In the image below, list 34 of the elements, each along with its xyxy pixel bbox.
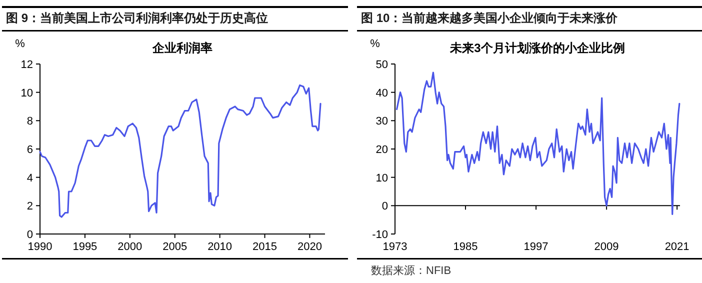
y-tick-label: 10 [20, 87, 33, 100]
x-tick-label: 2020 [297, 241, 322, 253]
x-tick-label: 2010 [208, 241, 232, 253]
y-tick-label: 8 [26, 116, 33, 128]
chart-subtitle: 未来3个月计划涨价的小企业比例 [449, 41, 625, 55]
x-tick-label: 2009 [594, 241, 619, 253]
x-tick-label: 1985 [453, 241, 478, 253]
x-tick-label: 1990 [28, 241, 52, 253]
y-axis-title: % [15, 38, 26, 50]
line-series [39, 84, 322, 218]
y-tick-label: -10 [372, 229, 388, 241]
chart-title: 图 10：当前越来越多美国小企业倾向于未来涨价 [361, 11, 619, 25]
y-tick-label: 0 [26, 229, 33, 241]
source-note: 数据来源：NFIB [371, 264, 452, 277]
x-tick-label: 1995 [72, 241, 98, 253]
y-tick-label: 30 [376, 116, 388, 128]
y-tick-label: 10 [376, 172, 388, 184]
x-tick-label: 1973 [382, 241, 408, 253]
y-tick-label: 2 [26, 200, 33, 213]
x-tick-label: 2015 [252, 241, 278, 253]
y-tick-label: 12 [20, 59, 33, 71]
x-tick-label: 2000 [118, 241, 142, 253]
y-tick-label: 20 [376, 144, 388, 156]
x-tick-label: 2005 [162, 241, 188, 253]
y-tick-label: 40 [376, 87, 388, 100]
y-tick-label: 4 [26, 172, 33, 184]
x-tick-label: 2021 [664, 241, 690, 253]
y-axis-title: % [370, 38, 380, 50]
chart-subtitle: 企业利润率 [152, 41, 212, 55]
x-tick-label: 1997 [524, 241, 548, 253]
chart-title: 图 9：当前美国上市公司利润利率仍处于历史高位 [6, 11, 268, 25]
y-tick-label: 6 [26, 144, 33, 156]
y-tick-label: 50 [376, 59, 388, 71]
y-tick-label: 0 [382, 200, 388, 213]
